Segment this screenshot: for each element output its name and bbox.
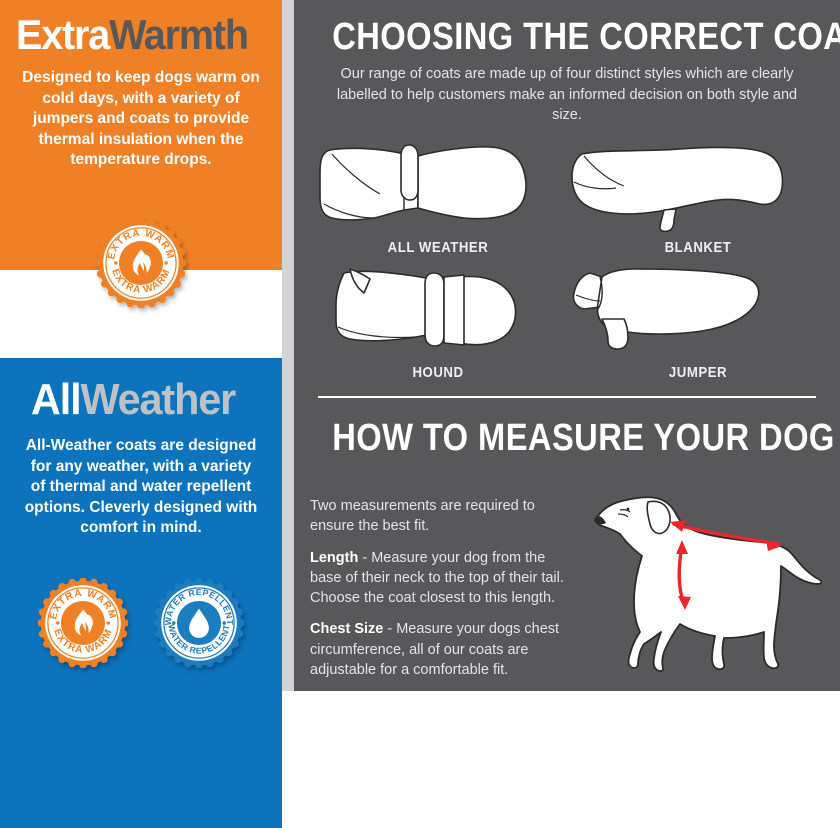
measure-term-chest: Chest Size <box>310 621 384 638</box>
coat-item-all-weather: ALL WEATHER <box>308 132 568 257</box>
blanket-coat-illustration <box>571 146 784 232</box>
coat-item-hound: HOUND <box>308 257 568 382</box>
badge-extra-warm: EXTRA WARM EXTRA WARM <box>38 578 128 668</box>
measure-term-length: Length <box>310 549 359 566</box>
measure-intro: Two measurements are required to ensure … <box>310 498 535 535</box>
hound-coat-illustration <box>335 268 517 347</box>
badge-row-all-weather: EXTRA WARM EXTRA WARM <box>0 578 282 668</box>
coat-item-jumper: JUMPER <box>568 257 828 382</box>
measure-item-length: Length - Measure your dog from the base … <box>310 548 578 609</box>
coat-label-all-weather: ALL WEATHER <box>387 239 489 256</box>
badge-extra-warm: EXTRA WARM EXTRA WARM <box>96 218 186 308</box>
badge-row-extra-warmth: EXTRA WARM EXTRA WARM <box>0 218 282 308</box>
measure-item-chest: Chest Size - Measure your dogs chest cir… <box>310 619 578 680</box>
measure-desc-chest: - Measure your dogs chest circumference,… <box>310 621 560 679</box>
jumper-coat-illustration <box>572 268 760 350</box>
coat-item-blanket: BLANKET <box>568 132 828 257</box>
section-title-measure: HOW TO MEASURE YOUR DOG <box>332 417 835 459</box>
wordmark-part-two: Weather <box>80 375 237 424</box>
main-panel: CHOOSING THE CORRECT COAT Our range of c… <box>294 0 840 691</box>
water-drop-icon <box>189 608 209 638</box>
wordmark-extra-warmth: ExtraWarmth <box>16 0 251 56</box>
wordmark-all-weather: AllWeather <box>16 358 251 422</box>
left-column: ExtraWarmth Designed to keep dogs warm o… <box>0 0 282 828</box>
coat-style-grid: ALL WEATHER BLANKET <box>308 132 828 382</box>
coat-label-jumper: JUMPER <box>668 364 728 381</box>
wordmark-part-one: All <box>31 375 82 424</box>
column-gutter <box>282 0 294 691</box>
panel-all-weather-body: All-Weather coats are designed for any w… <box>24 437 258 537</box>
badge-water-repellent: WATER REPELLENT WATER REPELLENT <box>154 578 244 668</box>
dog-silhouette <box>594 496 823 672</box>
measure-instructions: Two measurements are required to ensure … <box>310 496 578 680</box>
panel-extra-warmth-body: Designed to keep dogs warm on cold days,… <box>22 69 260 169</box>
dog-measurement-diagram <box>582 484 834 680</box>
measure-desc-length: - Measure your dog from the base of thei… <box>310 549 564 607</box>
section-title-choosing: CHOOSING THE CORRECT COAT <box>332 16 840 58</box>
all-weather-coat-illustration <box>319 144 527 221</box>
panel-extra-warmth: ExtraWarmth Designed to keep dogs warm o… <box>0 0 282 270</box>
chest-arrowheads <box>676 540 691 610</box>
choosing-intro-text: Our range of coats are made up of four d… <box>336 66 798 124</box>
coat-label-blanket: BLANKET <box>664 239 732 256</box>
wordmark-part-one: Extra <box>16 11 110 58</box>
flame-icon <box>132 249 151 276</box>
length-arrowheads <box>670 520 782 551</box>
flame-icon <box>74 609 93 636</box>
wordmark-part-two: Warmth <box>109 11 249 58</box>
coat-label-hound: HOUND <box>412 364 464 381</box>
section-divider <box>318 396 816 398</box>
